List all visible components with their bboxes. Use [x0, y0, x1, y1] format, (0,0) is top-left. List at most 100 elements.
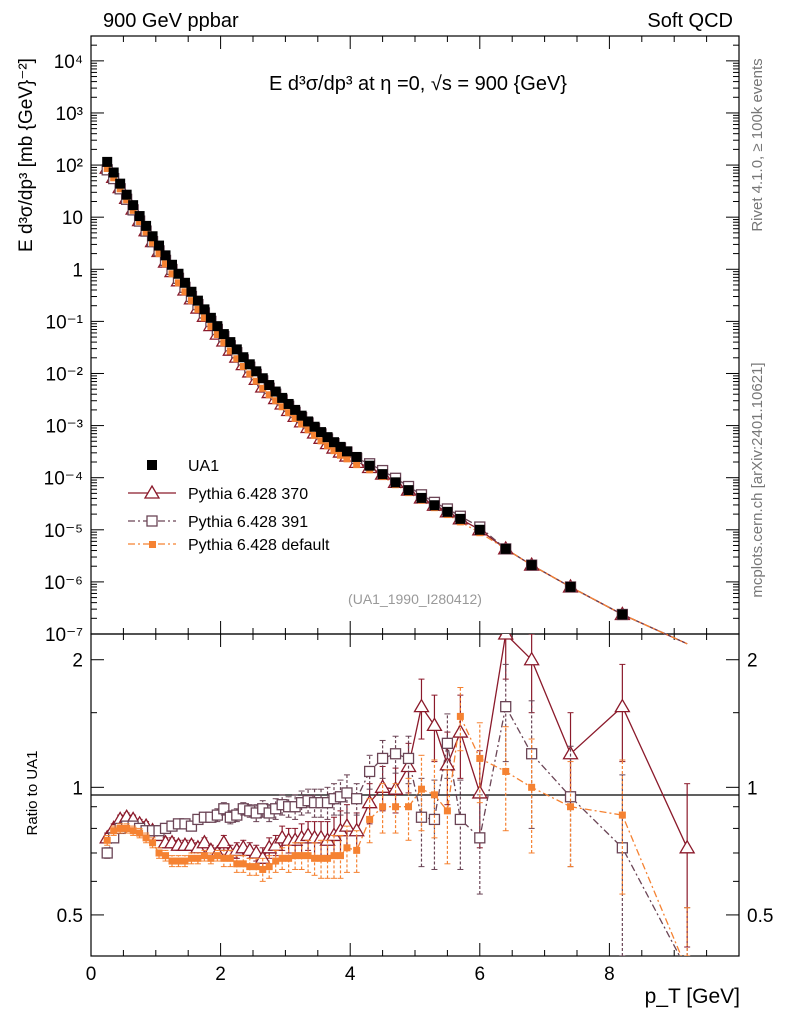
ratio-point: [567, 803, 575, 811]
y-tick-label: 10: [62, 208, 83, 229]
ratio-point: [110, 827, 118, 835]
side-label-mcplots: mcplots.cern.ch [arXiv:2401.10621]: [749, 362, 766, 597]
legend-marker-p370: [143, 484, 161, 499]
ratio-y-tick-label-right: 1: [747, 778, 758, 799]
data-point: [474, 524, 485, 535]
y-tick-label: 10⁻⁴: [44, 469, 83, 490]
data-point: [500, 543, 511, 554]
ratio-point: [338, 817, 356, 832]
ratio-point: [405, 803, 413, 811]
legend-marker-p391: [146, 515, 158, 527]
data-point: [213, 330, 221, 338]
data-point: [336, 451, 344, 459]
ratio-point: [387, 780, 404, 795]
data-point: [309, 421, 320, 432]
ratio-point: [239, 860, 247, 868]
data-point: [181, 288, 189, 296]
ratio-point: [116, 824, 124, 832]
data-point: [270, 386, 281, 397]
ratio-point: [246, 863, 254, 871]
data-point: [304, 426, 312, 434]
ratio-point: [452, 723, 469, 738]
ratio-point: [443, 807, 451, 815]
data-point: [121, 189, 132, 200]
ratio-series-group: [99, 634, 696, 956]
ratio-point: [181, 857, 189, 865]
ratio-point: [272, 857, 280, 865]
main-y-axis-label: E d³σ/dp³ [mb {GeV}⁻²]: [16, 58, 37, 252]
data-point: [110, 174, 118, 182]
legend-label-p391: Pythia 6.428 391: [188, 514, 308, 531]
data-point: [377, 469, 388, 480]
ratio-point: [174, 857, 182, 865]
data-point: [207, 322, 215, 330]
data-point: [246, 370, 254, 378]
data-point: [329, 437, 339, 448]
legend-label-ua1: UA1: [188, 458, 219, 475]
y-tick-label: 10⁻³: [46, 417, 84, 438]
ratio-point: [474, 832, 486, 844]
ratio-point: [363, 765, 376, 778]
data-point: [343, 455, 351, 463]
y-tick-label: 10³: [56, 104, 83, 125]
data-point: [526, 560, 537, 571]
y-tick-label: 10⁻⁵: [44, 521, 83, 542]
data-point: [238, 352, 249, 363]
data-point: [116, 185, 124, 193]
data-point: [199, 304, 210, 315]
y-tick-label: 10⁻⁶: [44, 573, 83, 594]
ratio-point: [564, 791, 577, 803]
data-point: [565, 581, 576, 592]
analysis-id-label: (UA1_1990_I280412): [348, 591, 482, 607]
ratio-point: [136, 829, 144, 837]
data-point: [390, 477, 401, 488]
ratio-point: [330, 852, 338, 860]
data-point: [353, 461, 361, 469]
data-point: [416, 492, 427, 503]
data-point: [154, 240, 165, 251]
legend-label-pdefault: Pythia 6.428 default: [188, 537, 330, 554]
main-axes-ticks: 10⁻⁷ 10⁻⁶ 10⁻⁵ 10⁻⁴ 10⁻³ 10⁻² 10⁻¹ 1 10 10² 10³ 10⁴: [44, 35, 740, 646]
ratio-point: [285, 854, 293, 862]
ratio-point: [476, 754, 484, 762]
y-tick-label: 10⁻⁷: [45, 625, 83, 646]
data-point: [277, 392, 288, 403]
data-point: [142, 228, 150, 236]
ratio-point: [679, 839, 696, 854]
ratio-point: [123, 824, 131, 832]
ratio-point: [351, 793, 363, 805]
legend-marker-ua1: [147, 460, 157, 470]
data-point: [351, 451, 362, 462]
data-point: [285, 409, 293, 417]
ratio-point: [298, 852, 306, 860]
data-point: [162, 260, 170, 268]
data-point: [290, 404, 301, 415]
data-point: [136, 218, 144, 226]
data-point: [155, 250, 163, 258]
ratio-point: [417, 785, 425, 793]
ratio-point: [392, 803, 400, 811]
data-point: [317, 437, 325, 445]
data-point: [429, 500, 440, 511]
ratio-point: [389, 748, 402, 760]
ratio-point: [196, 834, 213, 849]
ratio-point: [528, 783, 536, 791]
data-point: [335, 441, 346, 452]
ratio-point: [304, 852, 312, 860]
data-point: [296, 410, 307, 421]
data-point: [226, 347, 234, 355]
ratio-point: [379, 803, 387, 811]
data-point: [322, 432, 333, 443]
series-line-2: [106, 169, 688, 645]
ratio-point: [336, 852, 344, 860]
data-point: [324, 442, 332, 450]
data-point: [194, 305, 202, 313]
ratio-point: [441, 737, 454, 749]
ratio-y-tick-label: 1: [72, 778, 83, 799]
ratio-point: [618, 811, 626, 819]
data-point: [128, 200, 139, 211]
ratio-point: [259, 865, 267, 873]
data-point: [364, 460, 375, 471]
ratio-axes-ticks: 0 2 4 6 8 0.5 0.5 1 1 2 2: [57, 634, 773, 985]
data-point: [167, 259, 177, 270]
